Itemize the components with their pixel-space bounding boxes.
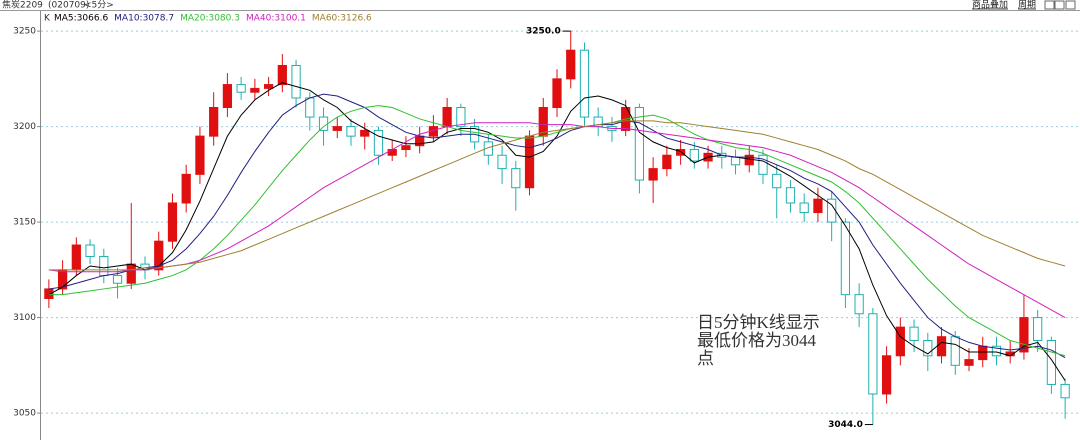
candle-body: [99, 255, 109, 277]
legend-entry: MA40:3100.1: [246, 14, 306, 24]
ma-line: [48, 82, 1066, 381]
candle-body: [881, 355, 892, 395]
candle-body: [1060, 383, 1070, 399]
candle-body: [772, 173, 782, 189]
candle-body: [71, 244, 81, 271]
candle-body: [648, 168, 658, 181]
candle-body: [840, 221, 851, 296]
candle-body: [318, 116, 329, 131]
candle-body: [868, 313, 878, 395]
candle-body: [497, 154, 507, 170]
y-tick-label: 3250: [13, 27, 36, 37]
icon[interactable]: [1065, 0, 1076, 10]
candle-body: [387, 149, 397, 156]
y-tick-label: 3050: [13, 409, 36, 419]
legend-entry: MA5:3066.6: [54, 14, 108, 24]
candle-body: [236, 84, 246, 93]
period: <5分>: [84, 0, 114, 11]
price-label: 3044.0: [828, 420, 863, 430]
candle-body: [85, 244, 95, 257]
candle-body: [552, 78, 562, 108]
candle-body: [785, 187, 796, 204]
candle-body: [730, 156, 741, 166]
candle-body: [442, 106, 452, 128]
ma-line: [48, 93, 1066, 359]
candle-body: [634, 106, 645, 181]
candle-body: [250, 87, 260, 93]
candle-body: [209, 106, 219, 137]
candle-body: [222, 84, 233, 108]
candle-body: [1033, 317, 1043, 342]
nav-icons[interactable]: [1044, 0, 1076, 10]
candle-body: [799, 202, 809, 214]
legend-entry: MA60:3126.6: [312, 14, 372, 24]
candle-body: [964, 359, 974, 366]
legend-k: K: [44, 14, 51, 24]
candle-body: [854, 294, 864, 315]
candle-body: [579, 49, 590, 118]
candle-body: [991, 345, 1002, 357]
candle-body: [895, 326, 905, 357]
candle-body: [360, 129, 370, 137]
candle-body: [126, 263, 136, 284]
icon[interactable]: [1044, 0, 1055, 10]
y-tick-label: 3100: [13, 313, 36, 323]
y-tick-label: 3150: [13, 218, 36, 228]
candle-body: [401, 145, 411, 151]
candle-body: [263, 84, 274, 89]
candle-body: [483, 141, 493, 156]
candle-body: [662, 154, 672, 170]
annotation: 点: [697, 349, 714, 368]
candle-body: [909, 326, 919, 342]
icon[interactable]: [1054, 0, 1065, 10]
candle-body: [1019, 317, 1029, 353]
candle-body: [813, 198, 823, 214]
candle-body: [373, 129, 384, 156]
candle-body: [511, 168, 521, 189]
candle-body: [154, 240, 164, 271]
candle-body: [1046, 340, 1057, 385]
ma-line: [48, 122, 1066, 319]
candle-body: [181, 173, 191, 204]
candle-body: [195, 135, 205, 175]
legend-entry: MA20:3080.3: [180, 14, 240, 24]
candle-body: [332, 126, 342, 131]
ma-line: [48, 120, 1066, 271]
candle-body: [689, 149, 699, 162]
candle-body: [277, 64, 287, 86]
candle-body: [112, 275, 123, 284]
code: (020709): [48, 1, 89, 11]
candle-body: [167, 202, 178, 242]
candle-body: [675, 149, 686, 156]
y-tick-label: 3200: [13, 122, 36, 132]
annotation: 日5分钟K线显示: [697, 313, 820, 332]
candle-body: [950, 336, 960, 366]
overlay-button[interactable]: 商品叠加: [972, 0, 1008, 11]
candle-body: [978, 345, 988, 361]
annotation: 最低价格为3044: [697, 331, 816, 350]
candle-body: [923, 340, 933, 357]
candle-body: [524, 135, 535, 189]
ma-line: [48, 105, 1066, 357]
candle-body: [758, 154, 768, 175]
legend-entry: MA10:3078.7: [114, 14, 174, 24]
candle-body: [291, 64, 301, 99]
symbol: 焦炭2209: [2, 0, 43, 11]
candle-body: [936, 336, 947, 357]
candle-body: [456, 106, 466, 128]
period-button[interactable]: 周期: [1018, 0, 1036, 11]
candle-body: [44, 288, 54, 299]
candle-body: [305, 97, 315, 118]
candle-body: [346, 126, 356, 137]
price-label: 3250.0: [526, 27, 561, 37]
candle-body: [566, 49, 576, 80]
